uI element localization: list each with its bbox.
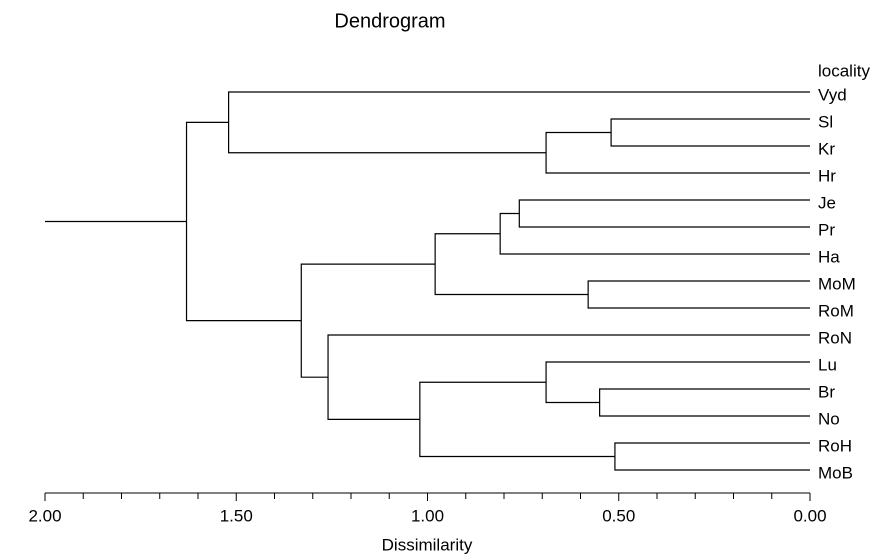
dendrogram-link [419,381,615,458]
dendrogram-link [610,118,810,147]
dendrogram-link [228,91,810,154]
x-axis-title: Dissimilarity [382,535,473,554]
leaf-label: MoB [818,463,853,482]
dendrogram-link [434,233,589,296]
x-tick-label: 2.00 [28,506,61,525]
x-tick-label: 1.50 [220,506,253,525]
leaf-label: Br [818,382,835,401]
chart-title: Dendrogram [334,10,445,32]
x-tick-label: 0.50 [602,506,635,525]
leaf-label: RoM [818,301,854,320]
leaf-header: locality [818,61,870,80]
leaf-label: MoM [818,274,856,293]
leaf-label: Pr [818,220,835,239]
leaf-label: RoH [818,436,852,455]
leaf-label: Ha [818,247,840,266]
leaf-label: RoN [818,328,852,347]
leaf-label: Lu [818,355,837,374]
dendrogram-link [300,263,436,378]
dendrogram-link [614,442,810,471]
leaf-label: Hr [818,166,836,185]
dendrogram-link [545,361,810,404]
x-tick-label: 1.00 [411,506,444,525]
dendrogram-link [327,334,810,420]
dendrogram-link [587,280,810,309]
leaf-label: No [818,409,840,428]
leaf-label: Vyd [818,85,847,104]
dendrogram-link [499,212,810,255]
leaf-label: Sl [818,112,833,131]
leaf-label: Kr [818,139,835,158]
leaf-label: Je [818,193,836,212]
dendrogram-link [545,131,810,174]
dendrogram-link [518,199,810,228]
dendrogram-link [599,388,810,417]
x-tick-label: 0.00 [793,506,826,525]
dendrogram-link [185,121,302,322]
